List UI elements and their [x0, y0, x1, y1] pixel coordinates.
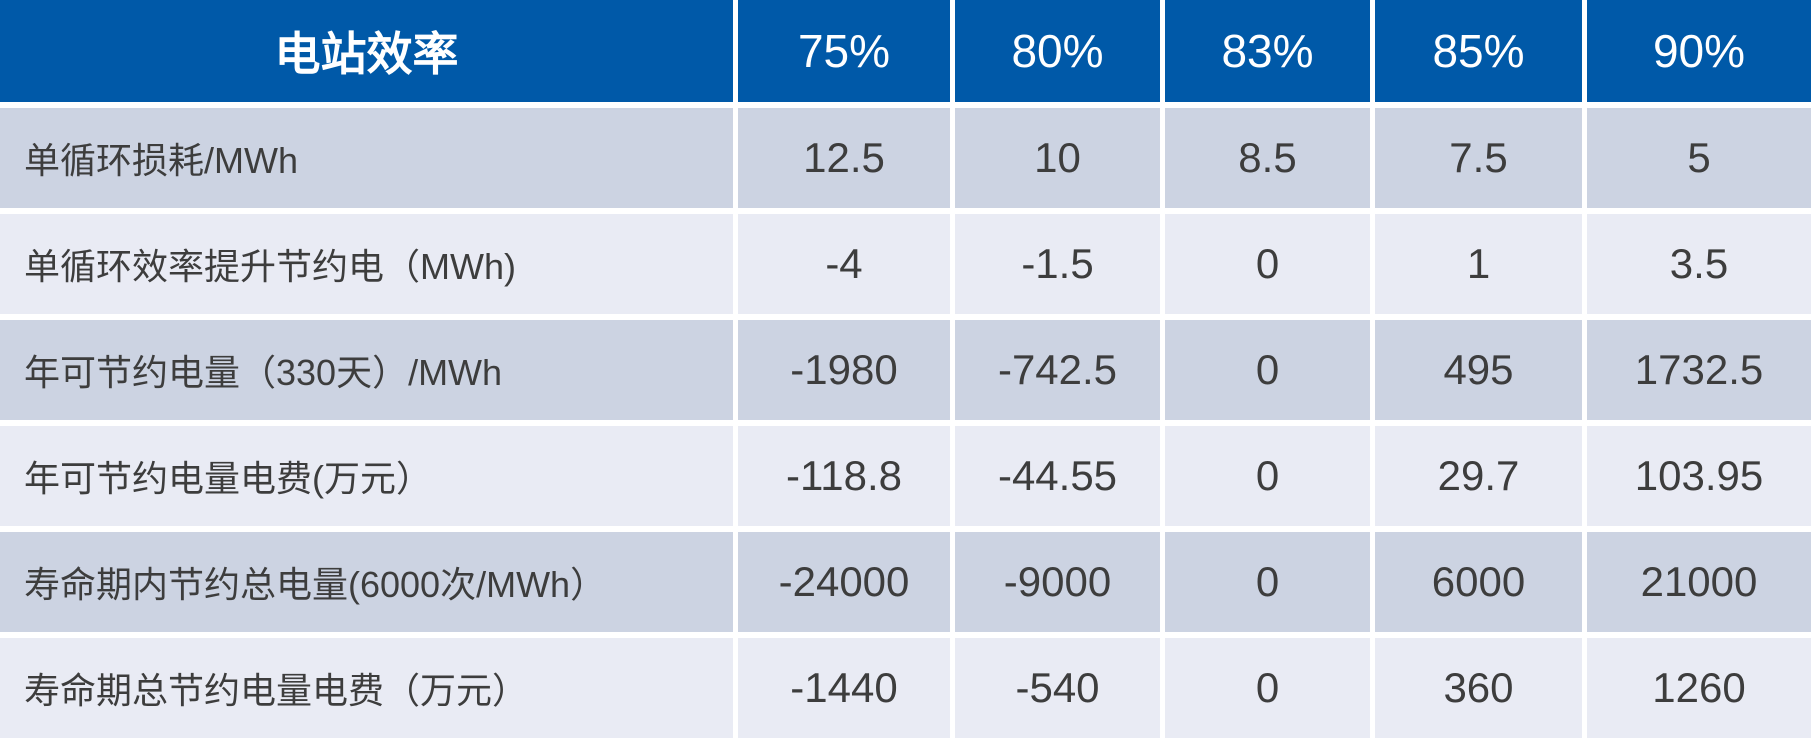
- value-cell: -540: [955, 638, 1160, 738]
- value-cell: -4: [738, 214, 950, 314]
- row-label-cell: 寿命期总节约电量电费（万元）: [0, 638, 733, 738]
- value-cell: -118.8: [738, 426, 950, 526]
- value-cell: 12.5: [738, 108, 950, 208]
- value-cell: 8.5: [1165, 108, 1370, 208]
- value-cell: 21000: [1587, 532, 1811, 632]
- value-cell: 103.95: [1587, 426, 1811, 526]
- value-cell: 360: [1375, 638, 1582, 738]
- row-label-cell: 单循环效率提升节约电（MWh): [0, 214, 733, 314]
- row-label-cell: 年可节约电量电费(万元）: [0, 426, 733, 526]
- row-label-cell: 年可节约电量（330天）/MWh: [0, 320, 733, 420]
- value-cell: 3.5: [1587, 214, 1811, 314]
- value-cell: 0: [1165, 214, 1370, 314]
- value-cell: -1980: [738, 320, 950, 420]
- value-cell: -9000: [955, 532, 1160, 632]
- value-cell: 0: [1165, 532, 1370, 632]
- table-header-col-85: 85%: [1375, 0, 1582, 102]
- value-cell: 1: [1375, 214, 1582, 314]
- value-cell: 0: [1165, 426, 1370, 526]
- table-header-col-75: 75%: [738, 0, 950, 102]
- value-cell: 495: [1375, 320, 1582, 420]
- table-header-label: 电站效率: [0, 0, 733, 102]
- value-cell: -24000: [738, 532, 950, 632]
- value-cell: -44.55: [955, 426, 1160, 526]
- value-cell: 7.5: [1375, 108, 1582, 208]
- value-cell: 29.7: [1375, 426, 1582, 526]
- value-cell: 1732.5: [1587, 320, 1811, 420]
- value-cell: 0: [1165, 638, 1370, 738]
- row-label-cell: 寿命期内节约总电量(6000次/MWh）: [0, 532, 733, 632]
- value-cell: -1.5: [955, 214, 1160, 314]
- table-header-col-80: 80%: [955, 0, 1160, 102]
- value-cell: -742.5: [955, 320, 1160, 420]
- table-header-col-90: 90%: [1587, 0, 1811, 102]
- table-header-col-83: 83%: [1165, 0, 1370, 102]
- value-cell: 6000: [1375, 532, 1582, 632]
- value-cell: 10: [955, 108, 1160, 208]
- value-cell: -1440: [738, 638, 950, 738]
- row-label-cell: 单循环损耗/MWh: [0, 108, 733, 208]
- value-cell: 5: [1587, 108, 1811, 208]
- value-cell: 1260: [1587, 638, 1811, 738]
- value-cell: 0: [1165, 320, 1370, 420]
